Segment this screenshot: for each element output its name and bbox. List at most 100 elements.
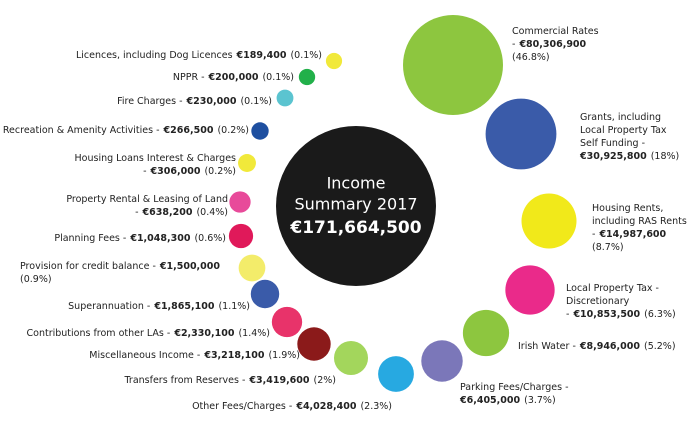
bubble (271, 306, 303, 338)
bubble (276, 89, 294, 107)
name: Provision for credit balance - (20, 261, 156, 272)
name: Commercial Rates (512, 26, 599, 37)
name: Planning Fees - (54, 233, 126, 244)
amount: €80,306,900 (518, 39, 586, 50)
percent: (1.1%) (218, 301, 250, 312)
amount: €638,200 (142, 207, 193, 218)
bubble-label: (8.7%) (592, 242, 624, 253)
bubble-label: Fire Charges - €230,000 (0.1%) (117, 96, 272, 107)
name: Self Funding - (580, 138, 645, 149)
bubble-label: Grants, including (580, 112, 661, 123)
percent: (0.1%) (262, 72, 294, 83)
bubble (485, 98, 557, 170)
percent: (0.6%) (194, 233, 226, 244)
amount: €14,987,600 (598, 229, 666, 240)
bubble (325, 52, 343, 70)
amount: €306,000 (150, 166, 201, 177)
bubble (378, 356, 414, 392)
bubble (505, 265, 555, 315)
name: Irish Water - (518, 341, 576, 352)
bubble (521, 193, 577, 249)
bubble (238, 154, 256, 172)
name: Recreation & Amenity Activities - (3, 125, 160, 136)
bubble-label: Housing Loans Interest & Charges (75, 153, 237, 164)
bubble-label: Local Property Tax (580, 125, 667, 136)
bubble (250, 279, 280, 309)
percent: (18%) (651, 151, 680, 162)
name: Housing Rents, (592, 203, 663, 214)
percent: (6.3%) (644, 309, 676, 320)
bubble-label: - €638,200 (0.4%) (135, 207, 228, 218)
percent: (0.9%) (20, 274, 52, 285)
bubble-label: Irish Water - €8,946,000 (5.2%) (518, 341, 676, 352)
bubble-label: Property Rental & Leasing of Land (66, 194, 228, 205)
bubble-label: Housing Rents, (592, 203, 663, 214)
name: Licences, including Dog Licences (76, 50, 233, 61)
bubble-label: Other Fees/Charges - €4,028,400 (2.3%) (192, 401, 392, 412)
bubble-label: - €14,987,600 (592, 229, 667, 240)
percent: (3.7%) (524, 395, 556, 406)
bubble-label: Planning Fees - €1,048,300 (0.6%) (54, 233, 226, 244)
bubble-label: NPPR - €200,000 (0.1%) (173, 72, 294, 83)
name: NPPR - (173, 72, 205, 83)
bubble-label: Superannuation - €1,865,100 (1.1%) (68, 301, 250, 312)
amount: €3,419,600 (248, 375, 309, 386)
name: Housing Loans Interest & Charges (75, 153, 237, 164)
bubble-label: - €306,000 (0.2%) (143, 166, 236, 177)
amount: €6,405,000 (459, 395, 520, 406)
name: including RAS Rents (592, 216, 687, 227)
bubble-label: including RAS Rents (592, 216, 687, 227)
amount: €10,853,500 (572, 309, 640, 320)
bubble-label: Self Funding - (580, 138, 645, 149)
amount: €1,048,300 (129, 233, 190, 244)
bubble-label: Transfers from Reserves - €3,419,600 (2%) (124, 375, 336, 386)
name: - (135, 207, 138, 218)
amount: €1,865,100 (153, 301, 214, 312)
name: Fire Charges - (117, 96, 182, 107)
bubble (333, 340, 369, 376)
percent: (0.2%) (204, 166, 236, 177)
bubble (229, 191, 251, 213)
percent: (46.8%) (512, 52, 550, 63)
title-line: Income (327, 174, 386, 193)
percent: (0.1%) (240, 96, 272, 107)
amount: €2,330,100 (173, 328, 234, 339)
name: Grants, including (580, 112, 661, 123)
bubble (297, 327, 331, 361)
total-circle (276, 126, 436, 286)
percent: (0.2%) (217, 125, 249, 136)
amount: €1,500,000 (159, 261, 220, 272)
bubble-label: (46.8%) (512, 52, 550, 63)
name: - (592, 229, 595, 240)
name: Superannuation - (68, 301, 150, 312)
name: - (143, 166, 146, 177)
bubble-label: Miscellaneous Income - €3,218,100 (1.9%) (89, 350, 300, 361)
bubble (403, 15, 503, 115)
amount: €4,028,400 (295, 401, 356, 412)
amount: €8,946,000 (579, 341, 640, 352)
bubble (298, 68, 316, 86)
name: Transfers from Reserves - (124, 375, 246, 386)
name: Parking Fees/Charges - (460, 382, 569, 393)
name: Contributions from other LAs - (27, 328, 171, 339)
name: - (512, 39, 515, 50)
percent: (0.4%) (196, 207, 228, 218)
name: Local Property Tax (580, 125, 667, 136)
bubble-label: - €80,306,900 (512, 39, 587, 50)
percent: (2.3%) (360, 401, 392, 412)
bubble-label: Parking Fees/Charges - (460, 382, 569, 393)
total-label: €171,664,500 (289, 218, 421, 238)
bubble (462, 309, 510, 357)
amount: €200,000 (208, 72, 259, 83)
bubble-label: Discretionary (566, 296, 630, 307)
bubble-label: Provision for credit balance - €1,500,000 (20, 261, 220, 272)
name: - (566, 309, 569, 320)
bubble-label: Recreation & Amenity Activities - €266,50… (3, 125, 249, 136)
bubble-label: (0.9%) (20, 274, 52, 285)
bubble (421, 340, 463, 382)
bubble-label: - €10,853,500 (6.3%) (566, 309, 676, 320)
percent: (1.4%) (238, 328, 270, 339)
name: Discretionary (566, 296, 630, 307)
name: Other Fees/Charges - (192, 401, 292, 412)
